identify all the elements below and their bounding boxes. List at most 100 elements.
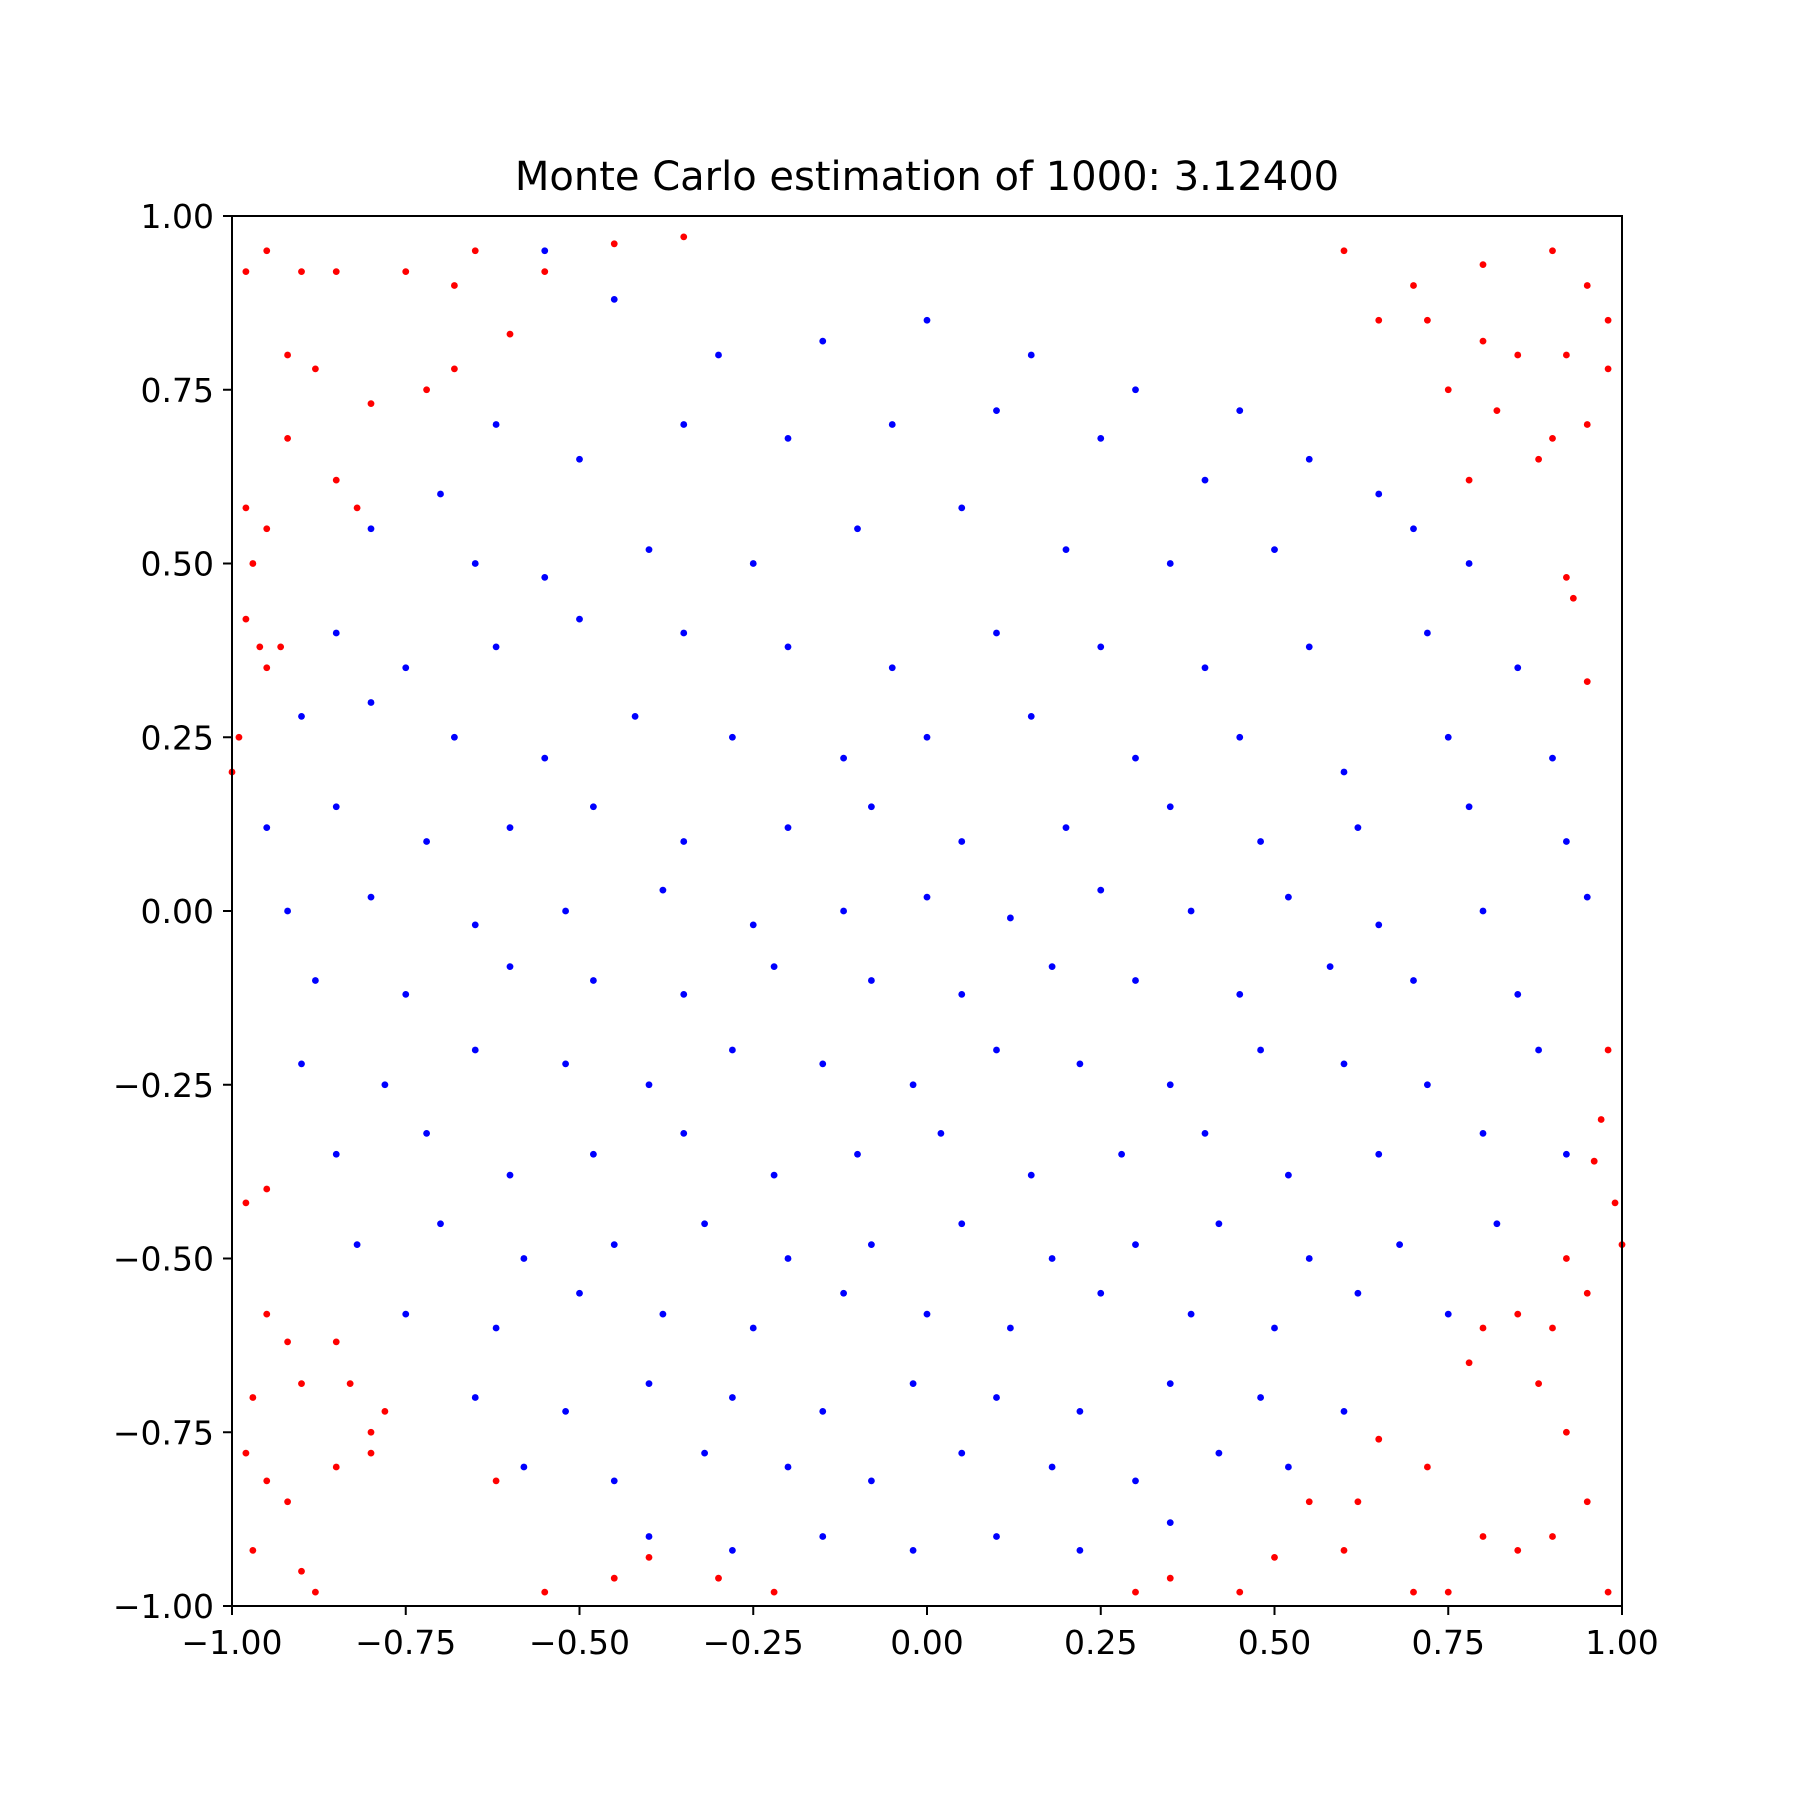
point-series0-112 xyxy=(1166,1081,1174,1089)
point-series0-186 xyxy=(1166,1519,1174,1526)
point-series0-176 xyxy=(1048,1463,1056,1471)
point-series0-116 xyxy=(1535,1046,1542,1054)
point-series1-3 xyxy=(332,268,340,275)
point-series1-94 xyxy=(1305,1498,1313,1506)
point-series0-51 xyxy=(923,733,931,741)
point-series0-117 xyxy=(332,1150,340,1158)
point-series1-29 xyxy=(1410,282,1417,289)
y-tick-label: 1.00 xyxy=(141,197,214,236)
point-series0-141 xyxy=(1132,1241,1139,1248)
point-series0-173 xyxy=(784,1463,792,1471)
point-series0-63 xyxy=(680,838,688,845)
point-series1-25 xyxy=(235,733,243,741)
y-tick-label: −1.00 xyxy=(113,1587,214,1626)
point-series0-81 xyxy=(1007,914,1014,922)
point-series0-44 xyxy=(298,713,305,720)
point-series0-131 xyxy=(1563,1150,1570,1158)
point-series0-124 xyxy=(937,1130,945,1137)
point-series1-67 xyxy=(492,1477,500,1485)
point-series0-155 xyxy=(1187,1310,1195,1318)
point-series0-151 xyxy=(840,1289,847,1297)
point-series0-96 xyxy=(1048,963,1056,970)
y-tick-label: −0.75 xyxy=(113,1413,214,1452)
point-series0-67 xyxy=(1062,824,1070,831)
point-series0-62 xyxy=(590,803,597,811)
point-series0-82 xyxy=(1097,886,1105,894)
point-series1-98 xyxy=(1444,1588,1452,1596)
points-layer xyxy=(228,233,1626,1596)
point-series0-174 xyxy=(868,1477,875,1485)
point-series1-6 xyxy=(541,268,549,275)
point-series0-86 xyxy=(1479,907,1487,915)
point-series1-22 xyxy=(242,615,250,623)
point-series1-14 xyxy=(506,330,514,338)
point-series1-68 xyxy=(541,1588,549,1596)
point-series0-83 xyxy=(1187,907,1195,915)
point-series0-101 xyxy=(1514,991,1522,998)
chart-title: Monte Carlo estimation of 1000: 3.12400 xyxy=(515,154,1339,200)
point-series1-33 xyxy=(1604,316,1612,324)
point-series1-48 xyxy=(1583,678,1591,686)
point-series0-12 xyxy=(888,421,896,428)
point-series1-62 xyxy=(263,1477,271,1485)
point-series1-76 xyxy=(1611,1199,1619,1207)
point-series0-120 xyxy=(590,1150,597,1158)
point-series1-2 xyxy=(298,268,305,275)
point-series0-38 xyxy=(993,629,1000,637)
y-tick-label: 0.50 xyxy=(141,545,214,584)
y-tick-label: −0.25 xyxy=(113,1066,214,1105)
point-series0-89 xyxy=(402,991,410,998)
point-series1-32 xyxy=(1583,282,1591,289)
point-series1-15 xyxy=(471,247,479,255)
point-series0-107 xyxy=(729,1046,736,1054)
point-series1-78 xyxy=(1563,1255,1570,1262)
point-series1-39 xyxy=(1604,365,1612,373)
point-series1-20 xyxy=(263,525,271,533)
point-series0-16 xyxy=(1305,455,1313,463)
point-series0-178 xyxy=(1215,1449,1223,1457)
point-series1-100 xyxy=(1132,1588,1139,1596)
point-series1-53 xyxy=(249,1394,257,1401)
point-series0-91 xyxy=(590,977,597,984)
point-series1-5 xyxy=(451,282,458,289)
point-series0-125 xyxy=(1027,1171,1035,1179)
point-series0-18 xyxy=(437,490,444,498)
point-series1-13 xyxy=(451,365,458,373)
point-series0-55 xyxy=(1340,768,1348,776)
point-series1-23 xyxy=(256,643,264,651)
x-tick-label: −1.00 xyxy=(181,1623,282,1662)
point-series0-100 xyxy=(1410,977,1417,984)
point-series0-177 xyxy=(1132,1477,1139,1485)
point-series0-114 xyxy=(1340,1060,1348,1068)
point-series0-36 xyxy=(784,643,792,651)
point-series0-130 xyxy=(1479,1130,1487,1137)
point-series1-91 xyxy=(1375,1435,1383,1443)
point-series0-104 xyxy=(471,1046,479,1054)
point-series0-143 xyxy=(1305,1255,1313,1262)
point-series0-149 xyxy=(659,1310,667,1318)
point-series0-3 xyxy=(819,337,827,345)
point-series0-28 xyxy=(1271,546,1278,553)
point-series0-92 xyxy=(680,991,688,998)
point-series1-54 xyxy=(298,1380,305,1387)
point-series0-98 xyxy=(1236,991,1244,998)
point-series0-68 xyxy=(1166,803,1174,811)
point-series1-84 xyxy=(1535,1380,1542,1387)
point-series1-72 xyxy=(610,1574,618,1582)
point-series1-7 xyxy=(610,240,618,248)
point-series0-10 xyxy=(680,421,688,428)
point-series0-103 xyxy=(381,1081,389,1089)
point-series0-64 xyxy=(784,824,792,831)
point-series1-87 xyxy=(1549,1533,1556,1540)
point-series1-90 xyxy=(1424,1463,1431,1471)
point-series0-158 xyxy=(1444,1310,1452,1318)
point-series1-43 xyxy=(1583,421,1591,428)
point-series0-140 xyxy=(1048,1255,1056,1262)
point-series0-123 xyxy=(854,1150,861,1158)
x-tick-label: −0.75 xyxy=(355,1623,456,1662)
point-series1-16 xyxy=(284,435,291,442)
x-tick-label: −0.50 xyxy=(529,1623,630,1662)
plot-frame xyxy=(231,215,1623,1607)
x-tick-label: 0.25 xyxy=(1064,1623,1137,1662)
point-series0-7 xyxy=(1236,407,1244,414)
